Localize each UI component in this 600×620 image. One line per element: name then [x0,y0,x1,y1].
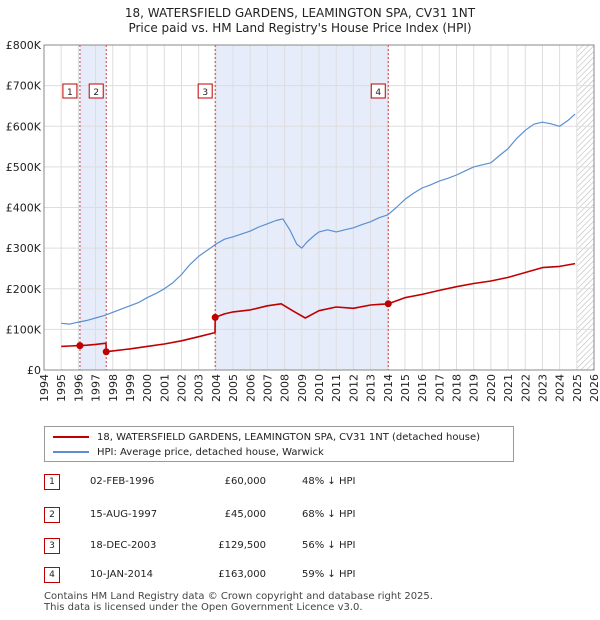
y-tick-label-1: £100K [6,323,42,336]
transaction-hpi: 59% ↓ HPI [302,569,356,580]
footer-licence: This data is licensed under the Open Gov… [44,602,363,613]
sale-marker-label-4: 4 [375,88,381,98]
legend: 18, WATERSFIELD GARDENS, LEAMINGTON SPA,… [44,426,514,462]
sale-point-3 [211,313,219,321]
x-tick-label-2016: 2016 [416,374,429,402]
price-chart: 1 2 3 4 £0 £100K £200K £300K £400K £500K £600K £700… [6,39,600,402]
sale-marker-box-1 [62,83,78,99]
legend-label-property: 18, WATERSFIELD GARDENS, LEAMINGTON SPA,… [97,431,481,443]
transaction-marker-2: 2 [44,507,60,523]
legend-label-hpi: HPI: Average price, detached house, Warw… [97,446,324,458]
transaction-marker-4: 4 [44,567,60,583]
transaction-marker-1: 1 [44,474,60,490]
sale-marker-label-2: 2 [93,88,99,98]
x-tick-label-2017: 2017 [433,374,446,402]
legend-swatch-property [53,436,89,438]
transaction-price: £129,500 [218,540,266,551]
x-tick-label-1994: 1994 [38,374,51,402]
legend-swatch-hpi [53,451,89,453]
x-tick-label-2000: 2000 [141,374,154,402]
table-row: 4 10-JAN-2014 £163,000 59% ↓ HPI [44,567,564,583]
x-tick-label-2002: 2002 [176,374,189,402]
chart-title: 18, WATERSFIELD GARDENS, LEAMINGTON SPA,… [124,6,476,20]
transaction-marker-3: 3 [44,538,60,554]
x-tick-label-2006: 2006 [244,374,257,402]
sale-marker-label-1: 1 [67,88,73,98]
y-tick-label-0: £0 [27,364,41,377]
transaction-date: 10-JAN-2014 [90,569,154,580]
table-row: 2 15-AUG-1997 £45,000 68% ↓ HPI [44,507,564,523]
sale-point-4 [384,300,392,308]
x-tick-label-2011: 2011 [330,374,343,402]
x-tick-label-2001: 2001 [158,374,171,402]
chart-subtitle: Price paid vs. HM Land Registry's House … [128,21,472,35]
y-tick-label-7: £700K [6,80,42,93]
transaction-hpi: 68% ↓ HPI [302,509,356,520]
sale-marker-box-4 [370,83,386,99]
transaction-date: 18-DEC-2003 [90,540,157,551]
transaction-hpi: 48% ↓ HPI [302,476,356,487]
x-tick-label-2022: 2022 [519,374,532,402]
x-tick-label-1995: 1995 [55,374,68,402]
x-tick-label-2008: 2008 [279,374,292,402]
x-tick-label-2012: 2012 [347,374,360,402]
transaction-price: £60,000 [224,476,266,487]
x-tick-label-2004: 2004 [210,374,223,402]
y-tick-label-5: £500K [6,161,42,174]
x-tick-label-2013: 2013 [365,374,378,402]
transaction-price: £163,000 [218,569,266,580]
sale-marker-box-3 [197,83,213,99]
x-tick-label-2025: 2025 [571,374,584,402]
x-tick-label-1996: 1996 [72,374,85,402]
table-row: 3 18-DEC-2003 £129,500 56% ↓ HPI [44,538,564,554]
x-tick-label-2010: 2010 [313,374,326,402]
transaction-date: 15-AUG-1997 [90,509,158,520]
x-tick-label-2009: 2009 [296,374,309,402]
y-tick-label-3: £300K [6,242,42,255]
y-tick-label-8: £800K [6,39,42,52]
x-tick-label-2007: 2007 [261,374,274,402]
x-tick-label-2003: 2003 [193,374,206,402]
x-tick-label-2023: 2023 [536,374,549,402]
sale-point-1 [76,342,84,350]
plot-frame [43,44,595,371]
x-tick-label-2014: 2014 [382,374,395,402]
transaction-price: £45,000 [224,509,266,520]
x-tick-label-1997: 1997 [90,374,103,402]
x-tick-label-1998: 1998 [107,374,120,402]
x-tick-label-2015: 2015 [399,374,412,402]
sale-marker-box-2 [88,83,104,99]
footer-copyright: Contains HM Land Registry data © Crown c… [44,591,433,602]
y-tick-label-6: £600K [6,120,42,133]
transaction-date: 02-FEB-1996 [90,476,155,487]
sale-point-2 [102,348,110,356]
sale-marker-label-3: 3 [202,88,208,98]
x-tick-label-2024: 2024 [554,374,567,402]
x-tick-label-2018: 2018 [451,374,464,402]
legend-item-hpi: HPI: Average price, detached house, Warw… [53,445,324,459]
x-tick-label-2020: 2020 [485,374,498,402]
x-tick-label-2021: 2021 [502,374,515,402]
x-tick-label-2005: 2005 [227,374,240,402]
y-tick-label-2: £200K [6,283,42,296]
table-row: 1 02-FEB-1996 £60,000 48% ↓ HPI [44,474,564,490]
x-tick-label-2026: 2026 [588,374,600,402]
legend-item-property: 18, WATERSFIELD GARDENS, LEAMINGTON SPA,… [53,430,480,444]
x-tick-label-2019: 2019 [468,374,481,402]
x-tick-label-1999: 1999 [124,374,137,402]
series-line-hpi [61,113,576,325]
transaction-hpi: 56% ↓ HPI [302,540,356,551]
y-tick-label-4: £400K [6,202,42,215]
